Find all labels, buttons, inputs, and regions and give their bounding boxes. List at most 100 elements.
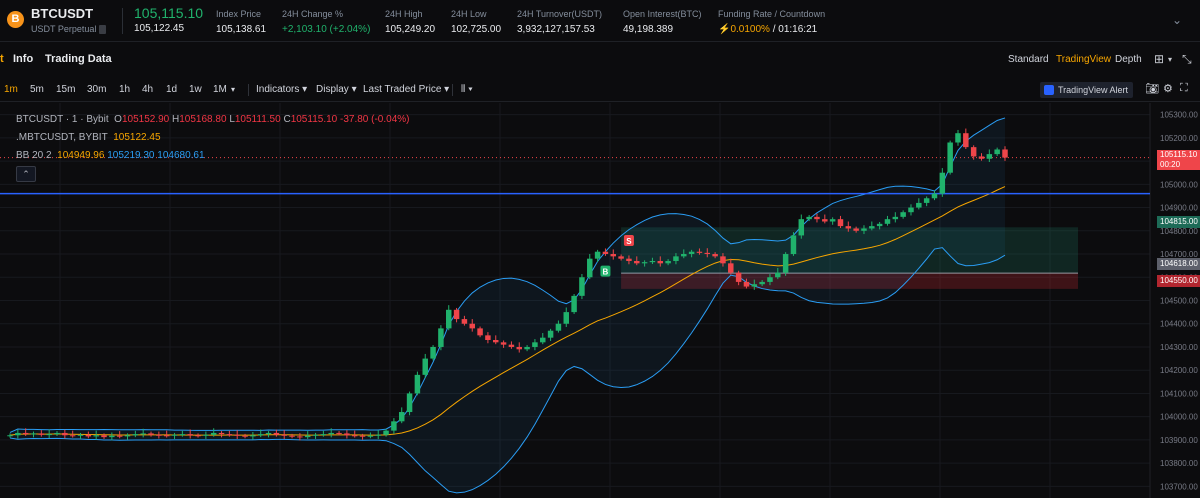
collapse-legend-button[interactable]: ⌃ bbox=[16, 166, 36, 182]
position-loss-zone bbox=[621, 273, 1078, 289]
candle-body bbox=[77, 434, 84, 436]
interval-5m[interactable]: 5m bbox=[30, 84, 44, 95]
candle-body bbox=[210, 432, 217, 435]
candle-body bbox=[250, 435, 256, 437]
candle-body bbox=[383, 430, 389, 435]
target-price-tag: 104550.00 bbox=[1157, 275, 1200, 287]
chart-area[interactable]: SB105300.00105200.00105100.00105000.0010… bbox=[0, 103, 1200, 498]
stat-value: 105,138.61 bbox=[216, 24, 267, 35]
candle-body bbox=[751, 284, 758, 287]
candle-body bbox=[712, 254, 718, 257]
interval-4h[interactable]: 4h bbox=[142, 84, 154, 95]
indicators-menu[interactable]: Indicators ▾ bbox=[256, 84, 308, 95]
candle-body bbox=[15, 432, 21, 436]
stat-24h-turnover: 24H Turnover(USDT) 3,932,127,157.53 bbox=[517, 9, 602, 35]
price-chart[interactable]: SB105300.00105200.00105100.00105000.0010… bbox=[0, 103, 1200, 498]
candle-body bbox=[375, 434, 381, 436]
tab-depth[interactable]: Depth bbox=[1115, 54, 1142, 65]
legend-mark-symbol: .MBTCUSDT, BYBIT bbox=[16, 132, 108, 143]
price-axis-label: 104500.00 bbox=[1160, 297, 1198, 306]
interval-15m[interactable]: 15m bbox=[56, 84, 76, 95]
stat-value: 105,249.20 bbox=[385, 24, 436, 35]
candle-body bbox=[673, 256, 679, 261]
interval-1M[interactable]: 1M bbox=[213, 84, 227, 95]
candle-body bbox=[822, 219, 828, 222]
stat-label: Funding Rate / Countdown bbox=[718, 9, 826, 19]
candle-body bbox=[798, 219, 805, 236]
candle-body bbox=[955, 133, 961, 143]
candle-body bbox=[195, 435, 201, 437]
candle-body bbox=[257, 434, 264, 436]
alert-icon bbox=[1044, 85, 1054, 95]
interval-1m[interactable]: 1m bbox=[4, 84, 18, 95]
candle-body bbox=[85, 434, 92, 437]
tradingview-alert-button[interactable]: TradingView Alert bbox=[1040, 82, 1134, 98]
price-axis-label: 104400.00 bbox=[1160, 320, 1198, 329]
candle-body bbox=[187, 434, 193, 436]
interval-1h[interactable]: 1h bbox=[119, 84, 131, 95]
tab-chart-clipped[interactable]: t bbox=[0, 53, 4, 65]
candle-body bbox=[790, 235, 797, 255]
legend-low-label: L bbox=[229, 114, 235, 125]
candle-body bbox=[453, 309, 460, 320]
legend-open-label: O bbox=[114, 114, 122, 125]
stat-value: 3,932,127,157.53 bbox=[517, 24, 595, 35]
interval-menu-icon[interactable]: ▾ bbox=[231, 85, 236, 94]
chart-style-menu[interactable]: ⫴ ▾ bbox=[461, 84, 473, 95]
entry-price-tag: 104618.00 bbox=[1157, 258, 1200, 270]
layout-grid-icon[interactable]: ⊞ bbox=[1154, 52, 1165, 66]
candle-body bbox=[438, 328, 444, 347]
stat-open-interest: Open Interest(BTC) 49,198.389 bbox=[623, 9, 702, 35]
candle-body bbox=[696, 251, 703, 253]
candle-body bbox=[289, 435, 295, 437]
candle-body bbox=[720, 256, 726, 264]
stat-label: 24H Low bbox=[451, 9, 487, 19]
info-badge-icon[interactable] bbox=[99, 25, 107, 35]
price-axis-label: 104300.00 bbox=[1160, 343, 1198, 352]
candle-body bbox=[344, 433, 350, 436]
contract-type-label: USDT Perpetual bbox=[31, 24, 97, 34]
candle-body bbox=[735, 272, 742, 282]
price-axis-label: 103700.00 bbox=[1160, 482, 1198, 491]
tab-info[interactable]: Info bbox=[13, 53, 34, 65]
candle-body bbox=[500, 342, 507, 345]
chevron-down-icon[interactable]: ⌄ bbox=[1172, 13, 1183, 27]
candle-body bbox=[939, 172, 946, 194]
display-menu[interactable]: Display ▾ bbox=[316, 84, 357, 95]
candle-body bbox=[649, 261, 656, 263]
tab-tradingview[interactable]: TradingView bbox=[1056, 54, 1112, 65]
camera-icon[interactable]: 📷︎ bbox=[1145, 83, 1159, 95]
sell-marker-label: S bbox=[626, 237, 632, 246]
candle-body bbox=[618, 256, 624, 259]
candle-body bbox=[336, 432, 342, 434]
candle-body bbox=[359, 435, 366, 437]
legend-close: 105115.10 bbox=[290, 114, 338, 125]
stat-value: 49,198.389 bbox=[623, 24, 674, 35]
candle-body bbox=[273, 432, 280, 435]
stat-value: 102,725.00 bbox=[451, 24, 502, 35]
candle-body bbox=[493, 340, 499, 343]
price-axis-label: 104100.00 bbox=[1160, 389, 1198, 398]
interval-1d[interactable]: 1d bbox=[166, 84, 178, 95]
fullscreen-icon[interactable]: ⤡ bbox=[1182, 52, 1192, 66]
fullscreen-icon[interactable]: ⛶ bbox=[1180, 82, 1188, 94]
buy-marker bbox=[600, 265, 611, 277]
tab-standard[interactable]: Standard bbox=[1008, 54, 1049, 65]
last-price: 105,115.10 bbox=[134, 5, 204, 21]
candle-body bbox=[908, 207, 914, 213]
candle-body bbox=[485, 335, 491, 340]
candle-body bbox=[312, 434, 319, 436]
buy-marker-label: B bbox=[603, 268, 609, 277]
stat-index-price: Index Price 105,138.61 bbox=[216, 9, 266, 35]
interval-1w[interactable]: 1w bbox=[189, 84, 202, 95]
price-type-menu[interactable]: Last Traded Price ▾ bbox=[363, 84, 450, 95]
tab-trading-data[interactable]: Trading Data bbox=[45, 53, 112, 65]
candle-body bbox=[963, 133, 969, 148]
settings-gear-icon[interactable]: ⚙ bbox=[1163, 83, 1173, 95]
candle-body bbox=[54, 432, 60, 435]
legend-bb-upper: 105219.30 bbox=[107, 150, 155, 161]
interval-30m[interactable]: 30m bbox=[87, 84, 107, 95]
chevron-down-icon[interactable]: ▾ bbox=[1168, 55, 1173, 64]
candle-body bbox=[861, 228, 867, 231]
symbol-name[interactable]: BTCUSDT bbox=[31, 6, 94, 21]
